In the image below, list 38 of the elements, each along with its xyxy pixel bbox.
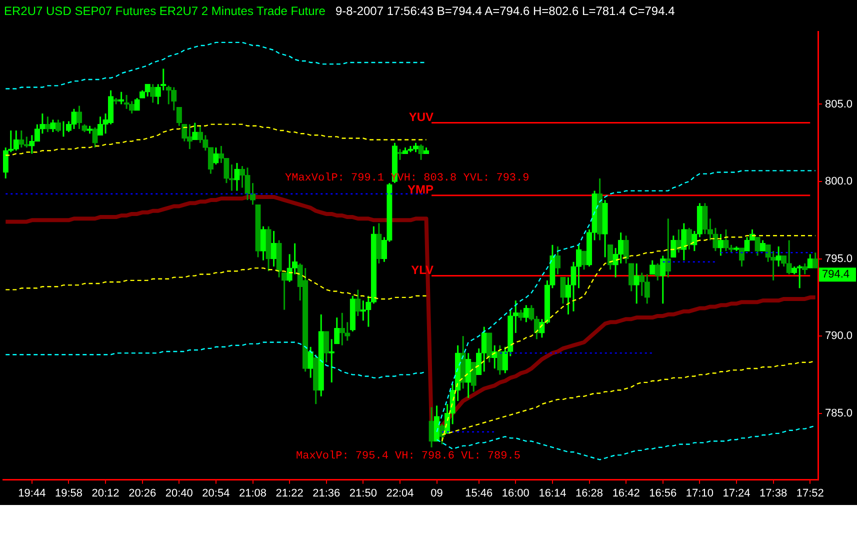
x-tick-label: 17:38 — [760, 487, 788, 500]
series-label: YLV — [411, 263, 434, 278]
x-tick-label: 21:36 — [312, 487, 340, 500]
x-tick-label: 19:44 — [18, 487, 46, 500]
x-tick-label: 16:14 — [538, 487, 566, 500]
x-tick-label: 17:24 — [722, 487, 750, 500]
annotation: MaxVolP: 795.4 VH: 798.6 VL: 789.5 — [296, 450, 520, 463]
y-tick-label: 805.0 — [825, 98, 853, 110]
x-tick-label: 09 — [430, 487, 443, 500]
chart-subtitle: 9-8-2007 17:56:43 B=794.4 A=794.6 H=802.6 L=781.4 C=794.4 — [335, 4, 675, 18]
x-tick-label: 22:04 — [386, 487, 414, 500]
x-tick-label: 20:40 — [165, 487, 193, 500]
x-tick-label: 20:54 — [202, 487, 230, 500]
x-tick-label: 20:12 — [92, 487, 120, 500]
x-tick-label: 16:00 — [502, 487, 530, 500]
candlestick — [408, 145, 414, 153]
x-tick-label: 21:08 — [238, 487, 267, 500]
y-tick-label: 790.0 — [825, 330, 853, 342]
x-tick-label: 16:56 — [649, 487, 677, 500]
x-tick-label: 20:26 — [128, 487, 156, 500]
x-tick-label: 21:50 — [349, 487, 377, 500]
x-tick-label: 21:22 — [276, 487, 304, 500]
line-series — [5, 342, 427, 378]
x-tick-label: 16:42 — [612, 487, 640, 500]
x-tick-label: 15:46 — [465, 487, 493, 500]
x-tick-label: 16:28 — [576, 487, 604, 500]
candlestick — [734, 246, 740, 252]
chart-title: ER2U7 USD SEP07 Futures ER2U7 2 Minutes Trade Future — [4, 4, 326, 18]
y-tick-label: 800.0 — [825, 176, 853, 188]
x-tick-label: 17:52 — [796, 487, 824, 500]
y-tick-label: 795.0 — [825, 252, 853, 265]
line-series — [5, 42, 427, 90]
y-tick-label: 785.0 — [825, 407, 853, 420]
series-label: YMP — [408, 182, 434, 197]
text: 794.4 — [822, 268, 850, 281]
series-label: YUV — [408, 110, 434, 124]
x-tick-label: 17:10 — [686, 487, 714, 500]
x-tick-label: 19:58 — [54, 487, 82, 500]
